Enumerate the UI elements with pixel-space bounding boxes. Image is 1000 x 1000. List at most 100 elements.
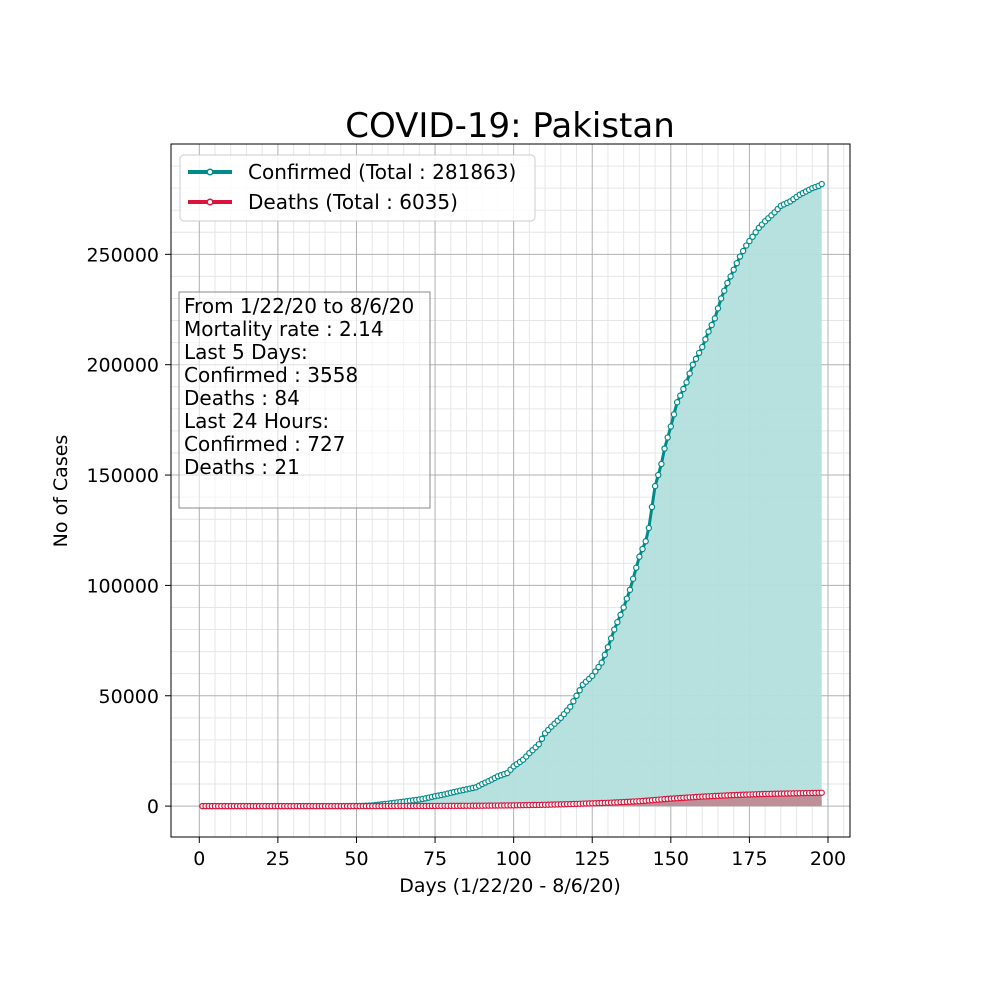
legend-confirmed-label: Confirmed (Total : 281863)	[248, 160, 516, 184]
data-point-series-0	[724, 279, 731, 287]
data-point-series-0	[598, 659, 605, 666]
data-point-series-0	[736, 253, 744, 260]
data-point-series-0	[705, 328, 712, 335]
area-fills	[202, 184, 822, 807]
data-point-series-0	[645, 524, 653, 532]
data-point-series-0	[708, 321, 715, 329]
y-tick-label: 100000	[86, 575, 159, 597]
data-point-series-0	[680, 385, 687, 393]
y-tick-label: 250000	[86, 244, 159, 266]
data-point-series-0	[714, 305, 722, 312]
y-axis-ticks: 0 50000 100000 150000 200000 250000	[86, 244, 171, 818]
x-tick-label: 0	[193, 848, 205, 870]
plot-frame	[170, 143, 851, 838]
data-point-series-0	[535, 741, 542, 748]
x-axis-label: Days (1/22/20 - 8/6/20)	[399, 875, 621, 897]
data-point-series-0	[573, 692, 580, 699]
area-series-1	[202, 792, 822, 807]
data-point-series-0	[677, 392, 684, 399]
data-point-series-0	[639, 545, 646, 553]
data-point-series-0	[743, 242, 750, 249]
data-point-series-0	[702, 336, 709, 343]
data-point-series-0	[604, 644, 612, 651]
x-tick-label: 200	[810, 848, 846, 870]
info-date-range: From 1/22/20 to 8/6/20	[184, 294, 414, 318]
data-point-series-0	[614, 618, 621, 626]
x-tick-label: 150	[653, 848, 689, 870]
data-point-series-0	[623, 595, 631, 602]
info-last-5-days-confirmed: Confirmed : 3558	[184, 363, 358, 387]
data-point-series-0	[617, 611, 624, 619]
data-point-series-0	[595, 663, 602, 671]
data-point-series-0	[633, 564, 640, 571]
y-axis-label: No of Cases	[50, 435, 72, 548]
data-point-series-0	[636, 553, 643, 560]
data-point-series-0	[658, 460, 665, 468]
data-point-series-0	[711, 315, 719, 322]
y-tick-label: 200000	[86, 355, 159, 377]
x-tick-label: 100	[496, 848, 532, 870]
data-point-series-0	[818, 180, 825, 188]
data-point-series-0	[592, 668, 599, 675]
info-last-5-days-deaths: Deaths : 84	[184, 386, 300, 410]
y-tick-label: 150000	[86, 465, 159, 487]
data-point-series-0	[721, 287, 728, 294]
data-point-series-0	[746, 237, 753, 245]
data-point-series-0	[611, 626, 618, 633]
legend-deaths-label: Deaths (Total : 6035)	[248, 190, 458, 214]
data-point-series-0	[695, 349, 703, 357]
info-mortality-rate: Mortality rate : 2.14	[184, 317, 384, 341]
data-point-series-0	[670, 411, 678, 418]
data-point-series-0	[667, 423, 675, 430]
data-point-series-0	[739, 247, 747, 255]
data-point-series-0	[717, 295, 725, 302]
x-tick-label: 125	[574, 848, 610, 870]
y-tick-label: 0	[147, 796, 159, 818]
info-box-frame	[178, 291, 431, 509]
series-markers	[199, 180, 825, 810]
data-point-series-0	[655, 471, 662, 479]
data-point-series-0	[683, 379, 690, 386]
info-last-24h-confirmed: Confirmed : 727	[184, 432, 345, 456]
data-point-series-0	[620, 604, 627, 611]
data-point-series-0	[689, 361, 697, 368]
data-point-series-0	[664, 434, 671, 441]
data-point-series-1	[818, 789, 825, 796]
legend-box	[179, 154, 536, 222]
data-point-series-0	[686, 370, 693, 377]
x-tick-label: 175	[731, 848, 767, 870]
legend: Confirmed (Total : 281863) Deaths (Total…	[179, 154, 536, 222]
data-point-series-0	[601, 651, 609, 659]
x-tick-label: 50	[344, 848, 368, 870]
data-point-series-0	[730, 266, 737, 273]
x-tick-label: 75	[423, 848, 447, 870]
data-point-series-0	[626, 586, 634, 594]
x-tick-label: 25	[266, 848, 290, 870]
data-point-series-0	[570, 698, 577, 705]
info-last-24h-heading: Last 24 Hours:	[184, 409, 329, 433]
data-point-series-0	[648, 503, 656, 511]
info-last-5-days-heading: Last 5 Days:	[184, 340, 308, 364]
data-point-series-0	[642, 538, 649, 545]
data-point-series-0	[661, 445, 668, 452]
data-point-series-0	[752, 229, 759, 236]
data-point-series-0	[651, 482, 659, 490]
y-tick-label: 50000	[99, 686, 159, 708]
legend-deaths-marker	[206, 198, 214, 206]
chart-title: COVID-19: Pakistan	[345, 106, 675, 146]
data-point-series-0	[727, 273, 734, 280]
data-point-series-0	[576, 687, 583, 694]
data-point-series-0	[607, 635, 615, 642]
data-point-series-0	[673, 399, 681, 406]
data-point-series-0	[749, 233, 756, 240]
data-point-series-0	[538, 735, 546, 742]
info-box: From 1/22/20 to 8/6/20 Mortality rate : …	[178, 291, 431, 509]
data-point-series-0	[692, 355, 700, 363]
data-point-series-0	[699, 343, 706, 351]
legend-confirmed-marker	[206, 168, 214, 176]
data-point-series-0	[733, 259, 741, 267]
x-axis-ticks: 0 25 50 75 100 125 150 175 200	[193, 837, 846, 870]
data-point-series-0	[589, 672, 596, 680]
data-point-series-0	[567, 703, 574, 710]
